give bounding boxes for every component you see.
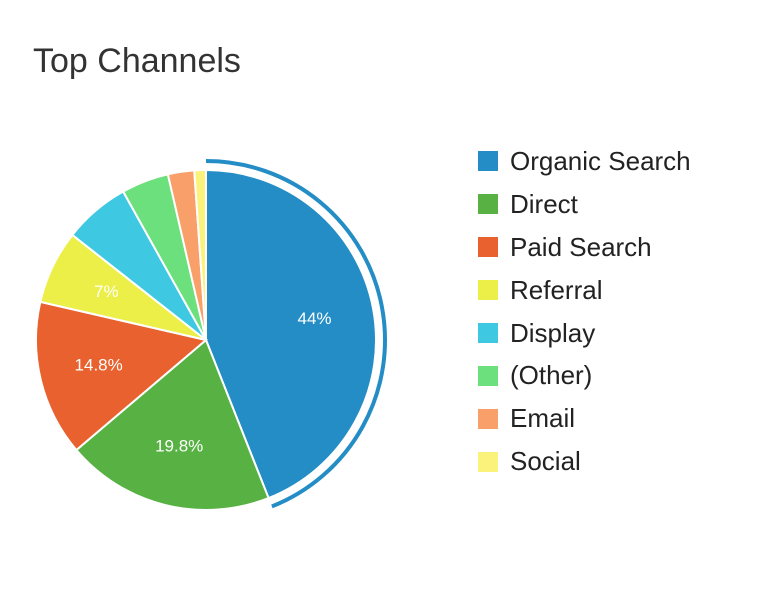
legend-swatch [478,280,498,301]
slice-label-referral: 7% [94,282,119,301]
legend-label: Direct [510,188,578,219]
legend-swatch [478,237,498,258]
legend-swatch [478,408,498,429]
legend-item-direct[interactable]: Direct [478,183,691,226]
slice-highlight-ring [205,159,387,509]
pie-slice-direct[interactable] [74,338,270,511]
legend-label: (Other) [510,360,593,391]
legend-swatch [478,323,498,343]
legend-swatch [478,151,498,172]
legend-item-email[interactable]: Email [478,397,691,440]
legend-label: Paid Search [510,231,652,262]
legend-item-organic-search[interactable]: Organic Search [478,140,691,183]
chart-title: Top Channels [33,42,241,80]
legend-item-other[interactable]: (Other) [478,354,691,397]
pie-slice-organic-search[interactable] [205,168,377,500]
legend-label: Referral [510,274,603,305]
legend-item-display[interactable]: Display [478,312,691,355]
legend-item-paid-search[interactable]: Paid Search [478,226,691,269]
legend-swatch [478,194,498,215]
legend-label: Social [510,446,581,477]
legend-swatch [478,451,498,472]
legend-label: Email [510,403,576,434]
slice-label-direct: 19.8% [155,437,203,456]
pie-slice-paid-search[interactable] [35,300,209,452]
legend-label: Display [510,317,596,348]
legend-item-referral[interactable]: Referral [478,269,691,312]
slice-label-paid-search: 14.8% [75,356,123,375]
legend-swatch [478,365,498,386]
legend-item-social[interactable]: Social [478,440,691,483]
chart-legend: Organic Search Direct Paid Search Referral D… [478,140,691,483]
slice-label-organic-search: 44% [298,309,332,328]
pie-slice-social[interactable] [193,168,207,341]
legend-label: Organic Search [510,145,691,176]
